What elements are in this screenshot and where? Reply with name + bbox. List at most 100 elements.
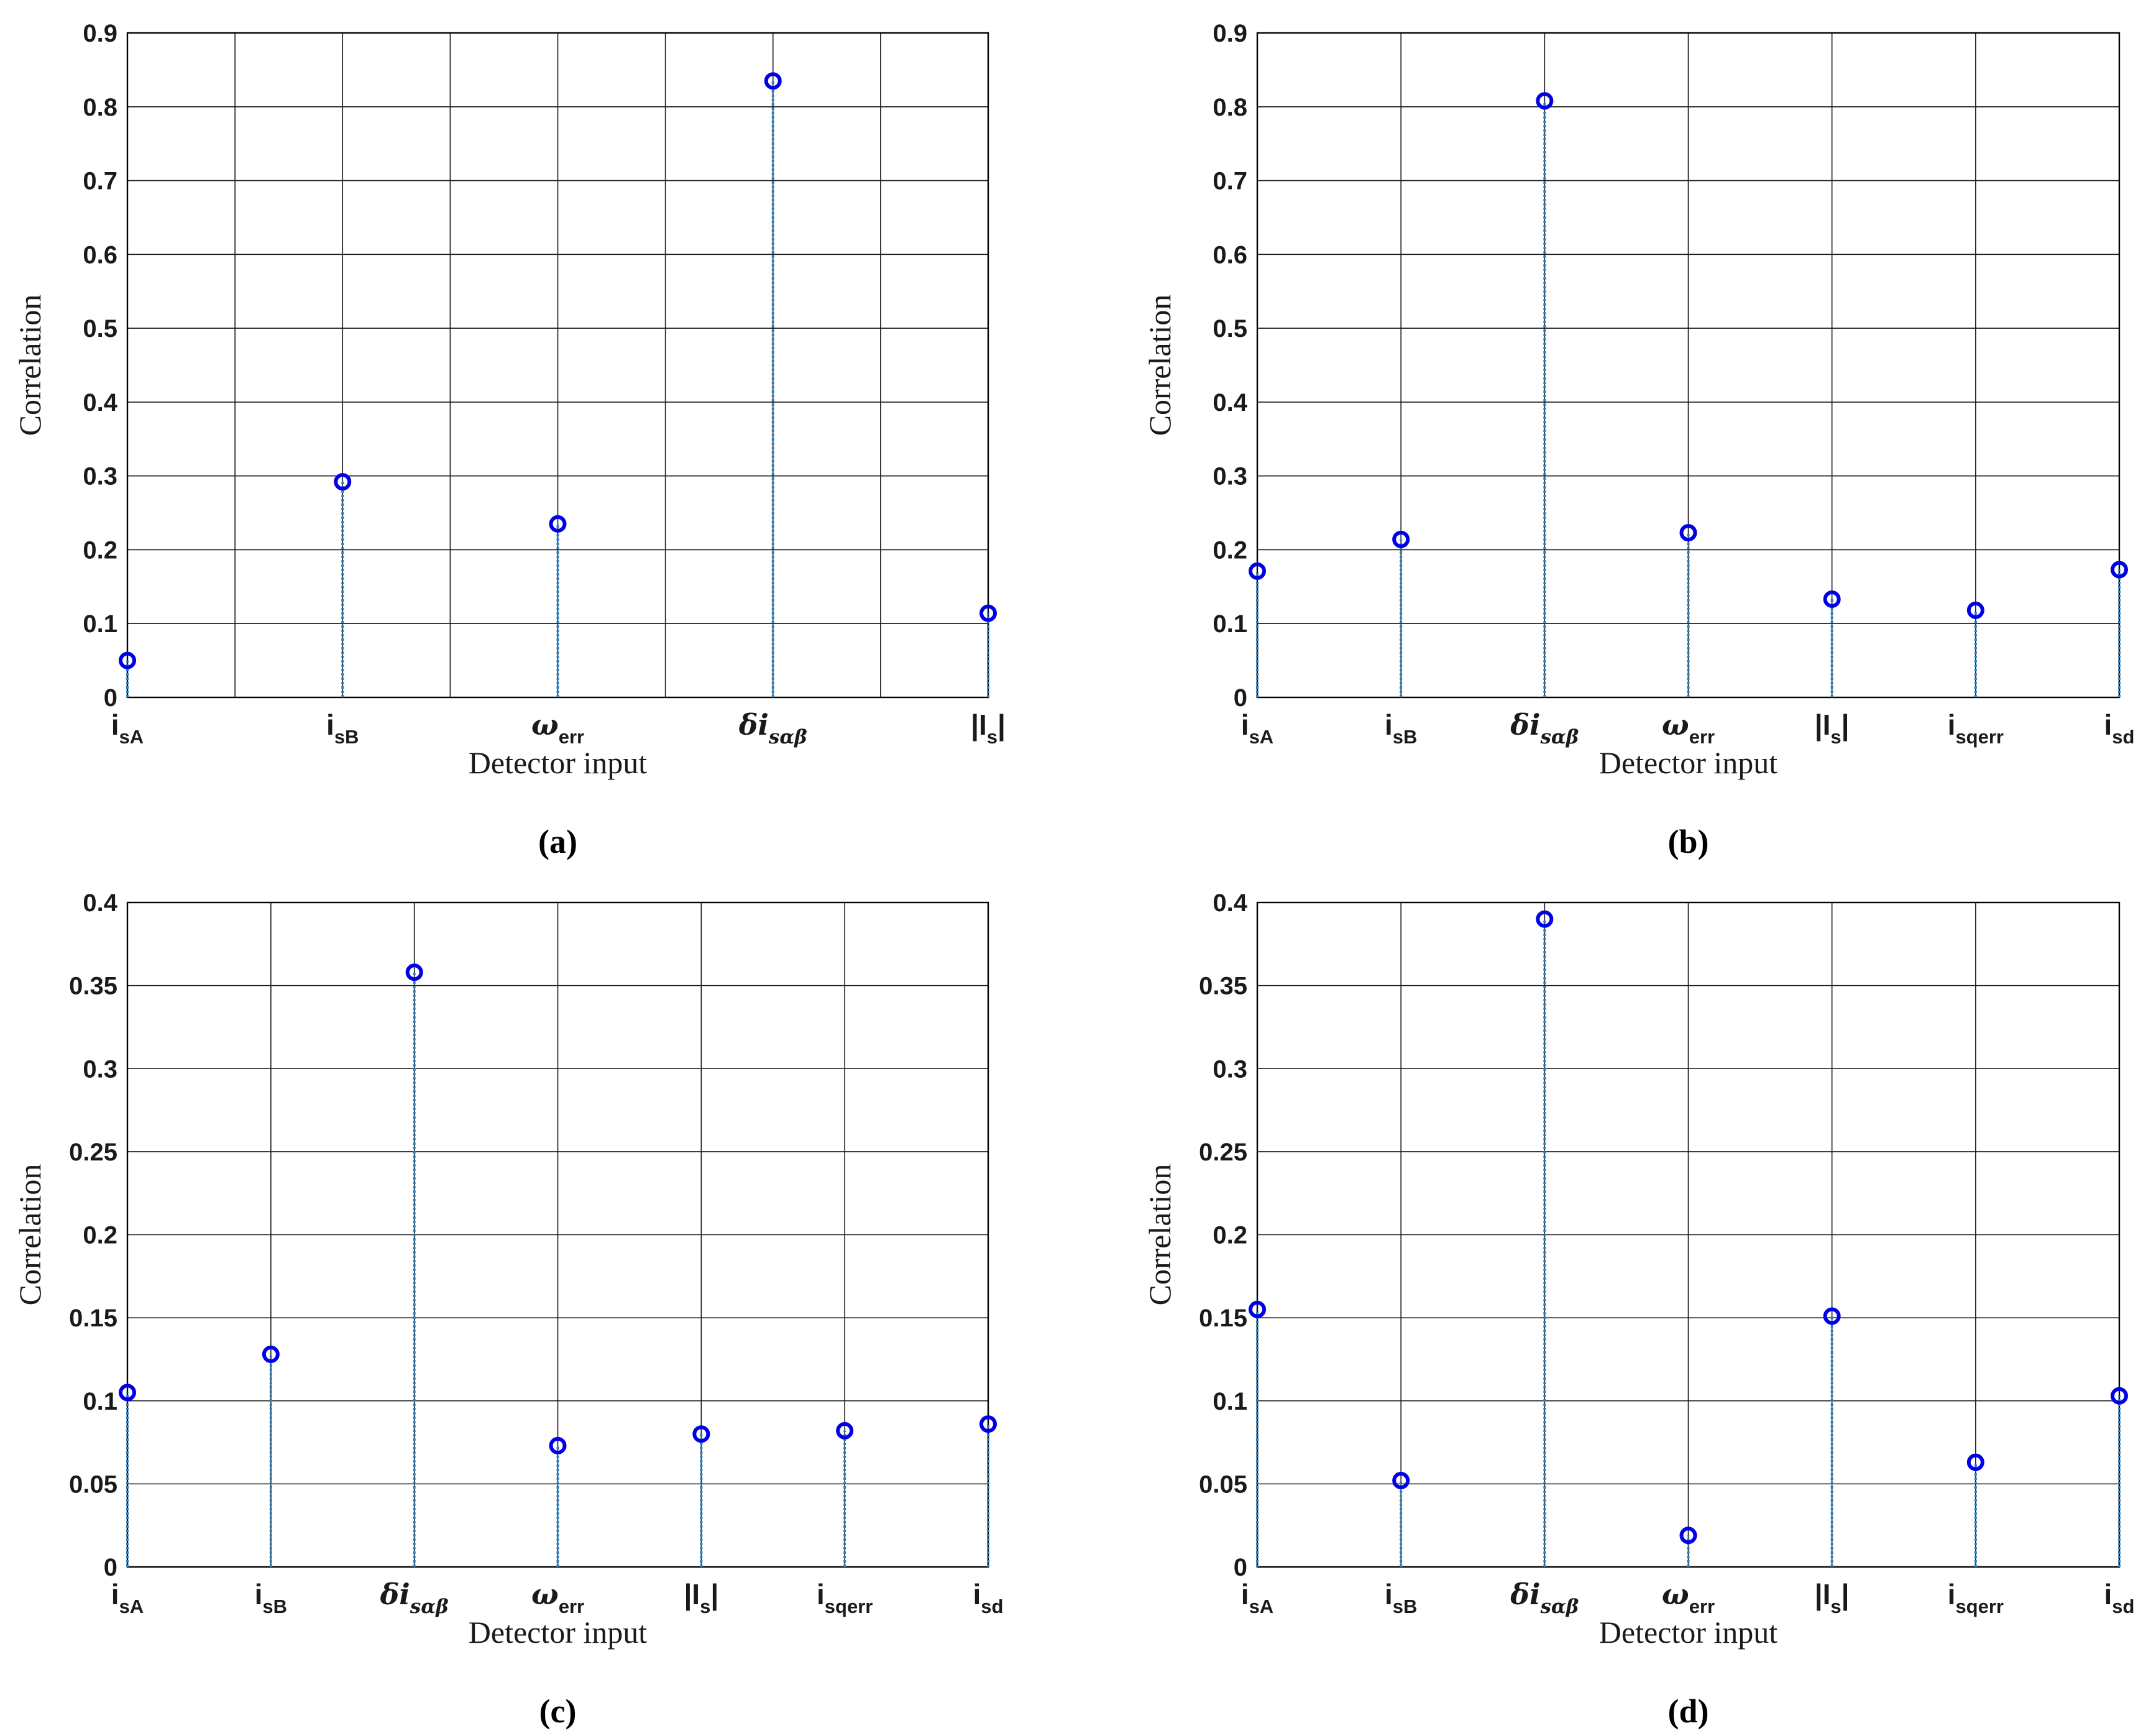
x-tick-label: isA: [1241, 1578, 1273, 1617]
x-tick-label: ωerr: [1662, 708, 1715, 748]
y-tick-label: 0.2: [1213, 1222, 1247, 1249]
y-tick-label: 0.05: [1199, 1471, 1247, 1498]
x-axis-title: Detector input: [469, 1615, 648, 1650]
data-point-marker: [764, 72, 782, 90]
y-axis-title: Correlation: [12, 295, 47, 436]
x-tick-label: isB: [326, 709, 359, 748]
x-tick-label: isB: [1385, 709, 1417, 748]
x-tick-label: isd: [973, 1578, 1004, 1617]
data-point-marker: [836, 1421, 854, 1440]
x-tick-label: isA: [111, 709, 144, 748]
y-tick-label: 0.35: [69, 973, 117, 1000]
x-axis-title: Detector input: [469, 745, 648, 780]
data-point-marker: [2111, 1387, 2128, 1405]
y-tick-label: 0.7: [1213, 168, 1247, 195]
data-point-marker: [979, 604, 997, 622]
x-tick-label: |Is|: [1815, 1578, 1850, 1617]
data-point-marker: [119, 1384, 136, 1402]
data-point-marker: [2111, 561, 2128, 579]
y-tick-label: 0: [104, 1554, 117, 1581]
x-tick-label: isB: [255, 1578, 287, 1617]
x-tick-label: |Is|: [684, 1578, 718, 1617]
x-tick-label: isB: [1385, 1578, 1417, 1617]
chart-panel-1: 0 0.1 0.2 0.3 0.4 0.5 0.6 0.7 0.8 0.9 isA isB ωerr δi…: [12, 20, 1006, 860]
x-tick-label: |Is|: [971, 709, 1006, 748]
chart-panel-4: 0 0.05 0.1 0.15 0.2 0.25 0.3 0.35 0.4 isA isB δisαβ…: [1142, 889, 2134, 1730]
y-tick-label: 0.3: [1213, 463, 1247, 490]
y-axis-title: Correlation: [1142, 295, 1177, 436]
data-point-marker: [1249, 562, 1266, 580]
data-point-marker: [1249, 1300, 1266, 1318]
data-point-marker: [262, 1345, 280, 1363]
y-tick-label: 0.5: [1213, 315, 1247, 342]
y-tick-label: 0.1: [83, 1388, 117, 1415]
y-tick-label: 0: [104, 684, 117, 712]
y-tick-label: 0.2: [1213, 536, 1247, 564]
x-tick-label: isqerr: [1948, 709, 2004, 748]
y-tick-label: 0.6: [83, 241, 117, 269]
y-tick-label: 0.15: [69, 1305, 117, 1332]
x-tick-label: isA: [1241, 709, 1273, 748]
y-tick-label: 0.1: [1213, 1388, 1247, 1415]
y-tick-label: 0.25: [69, 1139, 117, 1166]
x-tick-label: ωerr: [531, 708, 584, 748]
data-point-marker: [549, 1436, 567, 1454]
data-point-marker: [1966, 601, 1984, 619]
y-tick-label: 0.1: [83, 610, 117, 638]
data-point-marker: [119, 651, 136, 669]
x-tick-label: isd: [2104, 1578, 2135, 1617]
data-point-marker: [1679, 524, 1697, 542]
y-tick-label: 0.3: [83, 463, 117, 490]
data-point-marker: [334, 473, 352, 491]
data-point-marker: [1536, 910, 1554, 928]
panel-label: (c): [539, 1692, 577, 1730]
x-tick-label: δisαβ: [1510, 708, 1579, 748]
data-point-marker: [1823, 1307, 1841, 1325]
y-tick-label: 0.5: [83, 315, 117, 342]
y-tick-label: 0.2: [83, 536, 117, 564]
data-point-marker: [692, 1425, 710, 1443]
data-point-marker: [1823, 590, 1841, 609]
y-axis-title: Correlation: [1142, 1164, 1177, 1306]
data-point-marker: [1679, 1527, 1697, 1545]
x-tick-label: ωerr: [1662, 1578, 1715, 1617]
data-point-marker: [549, 515, 567, 533]
y-tick-label: 0.8: [1213, 94, 1247, 121]
y-tick-label: 0: [1234, 684, 1247, 712]
x-tick-label: δisαβ: [380, 1578, 449, 1618]
x-tick-label: ωerr: [531, 1578, 584, 1617]
x-tick-label: isqerr: [1948, 1578, 2004, 1617]
x-tick-label: isd: [2104, 709, 2135, 748]
y-tick-label: 0.1: [1213, 610, 1247, 638]
y-tick-label: 0.15: [1199, 1305, 1247, 1332]
panel-label: (b): [1668, 823, 1709, 860]
y-tick-label: 0.6: [1213, 241, 1247, 269]
y-tick-label: 0.9: [83, 20, 117, 47]
y-tick-label: 0.25: [1199, 1139, 1247, 1166]
y-tick-label: 0.3: [83, 1055, 117, 1083]
x-tick-label: |Is|: [1815, 709, 1850, 748]
y-tick-label: 0: [1234, 1554, 1247, 1581]
y-tick-label: 0.3: [1213, 1055, 1247, 1083]
y-tick-label: 0.4: [1213, 889, 1247, 917]
data-point-marker: [1392, 1472, 1410, 1490]
data-point-marker: [1536, 92, 1554, 110]
data-point-marker: [405, 963, 423, 981]
y-tick-label: 0.4: [1213, 389, 1247, 416]
y-axis-title: Correlation: [12, 1164, 47, 1306]
y-tick-label: 0.35: [1199, 973, 1247, 1000]
y-tick-label: 0.05: [69, 1471, 117, 1498]
x-axis-title: Detector input: [1599, 745, 1778, 780]
y-tick-label: 0.4: [83, 889, 117, 917]
x-axis-title: Detector input: [1599, 1615, 1778, 1650]
x-tick-label: isA: [111, 1578, 144, 1617]
y-tick-label: 0.2: [83, 1222, 117, 1249]
x-tick-label: δisαβ: [1510, 1578, 1579, 1618]
panel-label: (d): [1668, 1692, 1709, 1730]
y-tick-label: 0.4: [83, 389, 117, 416]
chart-panel-2: 0 0.1 0.2 0.3 0.4 0.5 0.6 0.7 0.8 0.9 isA isB δisαβ ω…: [1142, 20, 2134, 860]
data-point-marker: [1392, 530, 1410, 548]
y-tick-label: 0.8: [83, 94, 117, 121]
panel-label: (a): [538, 823, 577, 860]
